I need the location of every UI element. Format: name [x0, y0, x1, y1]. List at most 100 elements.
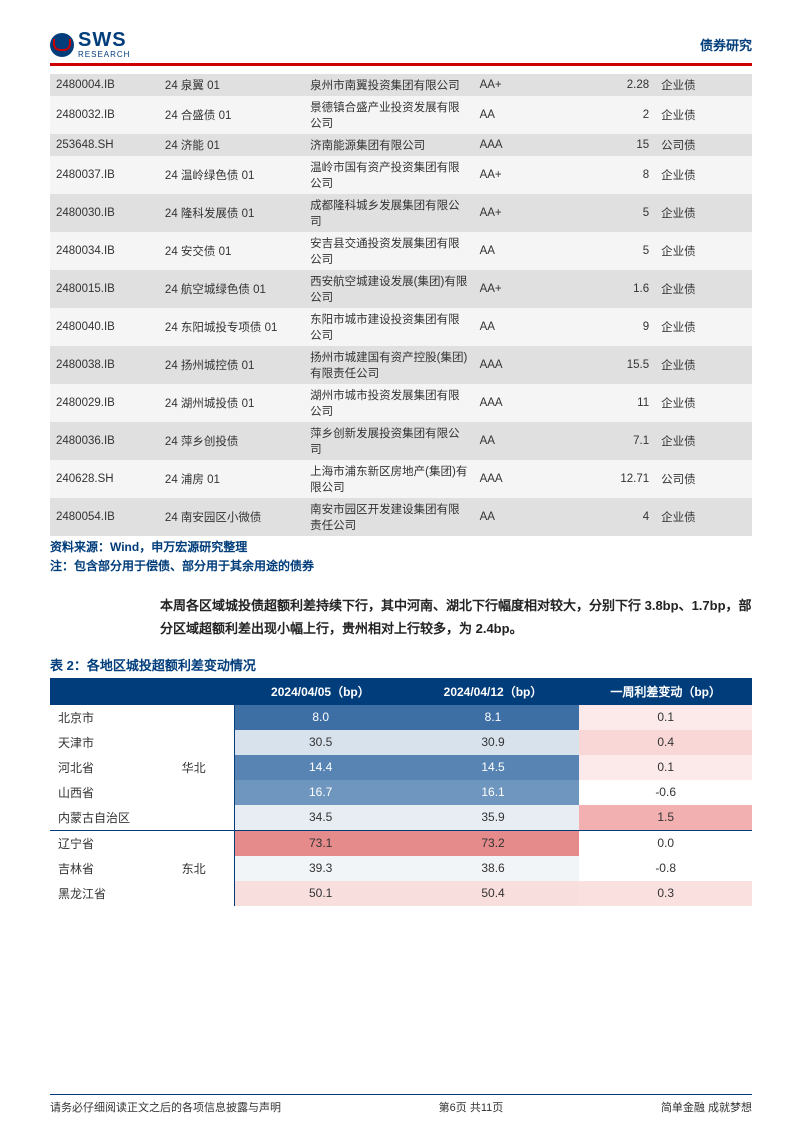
table-row: 240628.SH24 浦房 01上海市浦东新区房地产(集团)有限公司AAA12… — [50, 460, 752, 498]
spread-delta: -0.6 — [579, 780, 752, 805]
bond-name: 24 萍乡创投债 — [159, 422, 304, 460]
bond-name: 24 南安园区小微债 — [159, 498, 304, 536]
spread-value-2: 16.1 — [407, 780, 580, 805]
footer-disclaimer: 请务必仔细阅读正文之后的各项信息披露与声明 — [50, 1099, 281, 1115]
spread-value-1: 14.4 — [234, 755, 407, 780]
bond-rating: AA+ — [474, 156, 547, 194]
bond-issuer: 上海市浦东新区房地产(集团)有限公司 — [304, 460, 473, 498]
bond-rating: AA+ — [474, 194, 547, 232]
header-category: 债券研究 — [700, 35, 752, 54]
province-cell: 吉林省 — [50, 856, 154, 881]
bond-issuer: 萍乡创新发展投资集团有限公司 — [304, 422, 473, 460]
bond-rating: AA+ — [474, 74, 547, 96]
spread-value-1: 73.1 — [234, 830, 407, 856]
bond-amount: 15 — [546, 134, 655, 156]
bond-issuer: 西安航空城建设发展(集团)有限公司 — [304, 270, 473, 308]
logo-icon — [50, 33, 74, 57]
spread-delta: 1.5 — [579, 805, 752, 831]
table-row: 2480034.IB24 安交债 01安吉县交通投资发展集团有限公司AA5企业债 — [50, 232, 752, 270]
bond-type: 企业债 — [655, 156, 752, 194]
th-date2: 2024/04/12（bp） — [407, 678, 580, 705]
table-row: 北京市华北8.08.10.1 — [50, 705, 752, 730]
page-footer: 请务必仔细阅读正文之后的各项信息披露与声明 第6页 共11页 简单金融 成就梦想 — [50, 1094, 752, 1115]
bond-amount: 5 — [546, 232, 655, 270]
bond-amount: 8 — [546, 156, 655, 194]
bond-type: 企业债 — [655, 308, 752, 346]
bond-type: 企业债 — [655, 498, 752, 536]
table-row: 2480038.IB24 扬州城控债 01扬州市城建国有资产控股(集团)有限责任… — [50, 346, 752, 384]
bond-name: 24 合盛债 01 — [159, 96, 304, 134]
bond-issuer: 安吉县交通投资发展集团有限公司 — [304, 232, 473, 270]
table-source: 资料来源：Wind，申万宏源研究整理 — [50, 538, 752, 555]
province-cell: 内蒙古自治区 — [50, 805, 154, 831]
body-paragraph: 本周各区域城投债超额利差持续下行，其中河南、湖北下行幅度相对较大，分别下行 3.… — [160, 594, 752, 641]
province-cell: 辽宁省 — [50, 830, 154, 856]
table-row: 2480036.IB24 萍乡创投债萍乡创新发展投资集团有限公司AA7.1企业债 — [50, 422, 752, 460]
bond-issuance-table: 2480004.IB24 泉翼 01泉州市南翼投资集团有限公司AA+2.28企业… — [50, 74, 752, 536]
spread-value-1: 8.0 — [234, 705, 407, 730]
table-row: 2480037.IB24 温岭绿色债 01温岭市国有资产投资集团有限公司AA+8… — [50, 156, 752, 194]
logo-sub-text: RESEARCH — [78, 50, 130, 59]
spread-delta: 0.1 — [579, 705, 752, 730]
spread-change-table: 2024/04/05（bp） 2024/04/12（bp） 一周利差变动（bp）… — [50, 678, 752, 906]
table-row: 2480015.IB24 航空城绿色债 01西安航空城建设发展(集团)有限公司A… — [50, 270, 752, 308]
bond-code: 2480004.IB — [50, 74, 159, 96]
table-row: 253648.SH24 济能 01济南能源集团有限公司AAA15公司债 — [50, 134, 752, 156]
bond-code: 2480038.IB — [50, 346, 159, 384]
spread-delta: -0.8 — [579, 856, 752, 881]
bond-amount: 9 — [546, 308, 655, 346]
bond-type: 企业债 — [655, 74, 752, 96]
bond-amount: 5 — [546, 194, 655, 232]
table-row: 2480030.IB24 隆科发展债 01成都隆科城乡发展集团有限公司AA+5企… — [50, 194, 752, 232]
spread-value-2: 38.6 — [407, 856, 580, 881]
table-row: 2480029.IB24 湖州城投债 01湖州市城市投资发展集团有限公司AAA1… — [50, 384, 752, 422]
bond-type: 企业债 — [655, 346, 752, 384]
bond-name: 24 安交债 01 — [159, 232, 304, 270]
bond-code: 2480037.IB — [50, 156, 159, 194]
bond-amount: 2 — [546, 96, 655, 134]
th-blank1 — [50, 678, 154, 705]
table-row: 2480032.IB24 合盛债 01景德镇合盛产业投资发展有限公司AA2企业债 — [50, 96, 752, 134]
bond-type: 企业债 — [655, 232, 752, 270]
spread-value-2: 35.9 — [407, 805, 580, 831]
table2-title: 表 2：各地区城投超额利差变动情况 — [50, 655, 752, 674]
province-cell: 河北省 — [50, 755, 154, 780]
logo-main-text: SWS — [78, 30, 130, 50]
bond-rating: AA — [474, 498, 547, 536]
bond-code: 253648.SH — [50, 134, 159, 156]
bond-type: 企业债 — [655, 96, 752, 134]
bond-code: 2480036.IB — [50, 422, 159, 460]
spread-value-2: 50.4 — [407, 881, 580, 906]
bond-name: 24 浦房 01 — [159, 460, 304, 498]
bond-rating: AA — [474, 232, 547, 270]
bond-type: 企业债 — [655, 194, 752, 232]
spread-delta: 0.1 — [579, 755, 752, 780]
bond-rating: AAA — [474, 346, 547, 384]
spread-value-2: 14.5 — [407, 755, 580, 780]
bond-name: 24 扬州城控债 01 — [159, 346, 304, 384]
region-cell: 华北 — [154, 705, 235, 831]
bond-rating: AA — [474, 308, 547, 346]
bond-rating: AAA — [474, 134, 547, 156]
bond-type: 企业债 — [655, 270, 752, 308]
spread-delta: 0.0 — [579, 830, 752, 856]
page-header: SWS RESEARCH 债券研究 — [50, 30, 752, 66]
spread-value-1: 30.5 — [234, 730, 407, 755]
spread-value-1: 34.5 — [234, 805, 407, 831]
bond-code: 2480029.IB — [50, 384, 159, 422]
spread-value-2: 73.2 — [407, 830, 580, 856]
bond-code: 2480034.IB — [50, 232, 159, 270]
th-blank2 — [154, 678, 235, 705]
bond-amount: 12.71 — [546, 460, 655, 498]
bond-type: 企业债 — [655, 384, 752, 422]
bond-type: 企业债 — [655, 422, 752, 460]
spread-delta: 0.3 — [579, 881, 752, 906]
bond-code: 2480015.IB — [50, 270, 159, 308]
table-note: 注：包含部分用于偿债、部分用于其余用途的债券 — [50, 557, 752, 574]
table-row: 辽宁省东北73.173.20.0 — [50, 830, 752, 856]
bond-rating: AAA — [474, 384, 547, 422]
bond-amount: 7.1 — [546, 422, 655, 460]
table-row: 2480004.IB24 泉翼 01泉州市南翼投资集团有限公司AA+2.28企业… — [50, 74, 752, 96]
spread-value-1: 50.1 — [234, 881, 407, 906]
logo: SWS RESEARCH — [50, 30, 130, 59]
